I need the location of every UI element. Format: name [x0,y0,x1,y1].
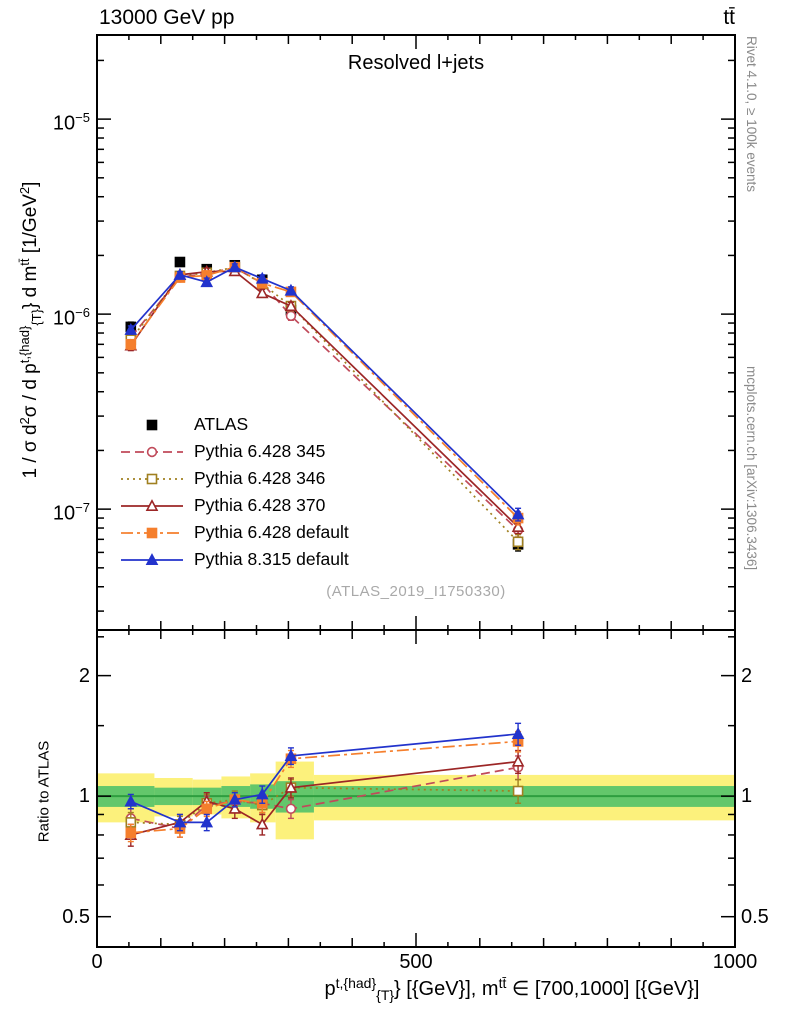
beam-energy-label: 13000 GeV pp [99,6,235,29]
marker-triangle [511,754,525,767]
legend-sample [121,498,183,511]
analysis-watermark: (ATLAS_2019_I1750330) [326,583,506,600]
mcplots-credit-label: mcplots.cern.ch [arXiv:1306.3436] [744,366,759,571]
rivet-version-label: Rivet 4.1.0, ≥ 100k events [744,36,759,192]
marker-triangle [124,323,138,335]
marker-triangle [511,727,525,739]
marker-triangle [173,815,187,828]
marker-square [125,339,137,350]
legend-item-atlas: ATLAS [120,411,349,438]
marker-square [146,419,158,430]
marker-triangle [255,271,269,284]
marker-square [146,527,158,538]
marker-square [146,473,158,484]
y-tick-label: 10−6 [52,305,90,330]
marker-square [512,785,524,797]
marker-square [125,827,137,839]
marker-triangle [255,787,269,800]
marker-circle [285,310,297,322]
legend-sample [121,527,183,538]
legend-sample [121,473,183,484]
marker-triangle [145,498,159,511]
legend-sample [121,552,183,565]
marker-triangle [284,299,298,312]
ratio-tick-label-left: 0.5 [62,905,90,928]
marker-triangle [200,815,214,828]
legend-sample [121,446,183,457]
marker-circle [285,803,297,814]
y-tick-label: 10−5 [52,110,90,135]
ratio-tick-label-left: 2 [78,664,90,687]
marker-triangle [124,794,138,807]
marker-square [174,256,186,268]
ratio-tick-label-right: 2 [741,664,753,687]
legend-label: Pythia 6.428 345 [194,441,326,461]
marker-triangle [145,552,159,565]
marker-triangle [284,780,298,793]
plot-title: Resolved l+jets [347,52,485,74]
marker-triangle [255,817,269,830]
marker-square [201,803,213,815]
marker-triangle [228,801,242,814]
marker-triangle [284,749,298,761]
marker-triangle [173,267,187,280]
legend-label: Pythia 8.315 default [194,549,349,569]
legend-item-pythia-6-428-default: Pythia 6.428 default [120,519,349,546]
x-tick-label: 500 [399,951,433,973]
legend-item-pythia-6-428-345: Pythia 6.428 345 [120,438,349,465]
x-tick-label: 1000 [712,951,758,973]
ratio-tick-label-right: 0.5 [741,905,769,928]
marker-triangle [255,286,269,299]
legend-label: Pythia 6.428 370 [194,495,326,515]
legend-item-pythia-6-428-346: Pythia 6.428 346 [120,465,349,492]
marker-triangle [228,260,242,273]
legend: ATLAS Pythia 6.428 345 Pythia 6.428 346 Pyt… [120,411,349,573]
x-tick-label: 0 [91,951,103,973]
legend-item-pythia-8-315-default: Pythia 8.315 default [120,546,349,573]
legend-label: Pythia 6.428 346 [194,468,326,488]
ratio-tick-label-left: 1 [78,785,90,808]
marker-triangle [284,283,298,296]
marker-triangle [511,520,525,532]
marker-circle [146,446,158,457]
process-label: tt̄ [723,6,735,29]
legend-item-pythia-6-428-370: Pythia 6.428 370 [120,492,349,519]
legend-label: Pythia 6.428 default [194,522,349,542]
marker-square [512,536,524,548]
marker-triangle [511,507,525,520]
marker-triangle [228,792,242,805]
legend-label: ATLAS [194,414,249,434]
ratio-tick-label-right: 1 [741,785,753,808]
x-axis-label: pt,{had}{T}} [{GeV}], mtt̄ ∈ [700,1000] … [324,975,700,1003]
y-tick-label: 10−7 [52,500,90,525]
marker-triangle [200,275,214,288]
legend-sample [146,419,158,430]
